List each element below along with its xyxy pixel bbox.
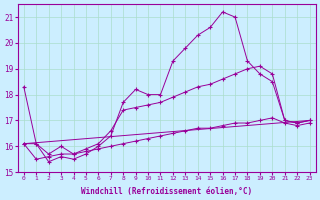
X-axis label: Windchill (Refroidissement éolien,°C): Windchill (Refroidissement éolien,°C) xyxy=(81,187,252,196)
